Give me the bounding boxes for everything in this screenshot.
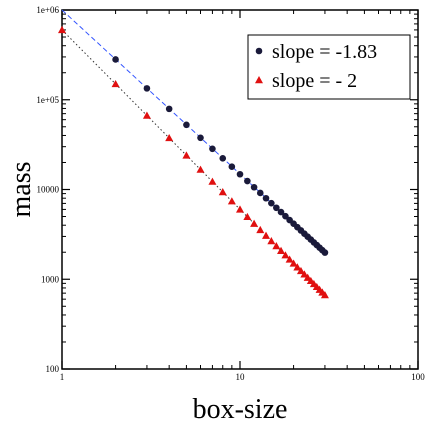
circle-marker [268,199,275,207]
circle-marker [244,177,251,185]
triangle-marker [272,242,281,250]
circle-marker [112,56,119,63]
y-tick-label: 10000 [37,185,60,195]
x-tick-label: 1 [60,372,65,382]
triangle-marker [208,177,217,185]
x-axis-title: box-size [193,394,288,425]
legend-label: slope = - 2 [272,70,357,92]
circle-marker [228,163,236,171]
triangle-marker [227,197,236,205]
x-tick-label: 10 [236,372,246,382]
triangle-marker [267,237,276,245]
triangle-marker [250,219,259,227]
triangle-marker [277,246,286,254]
triangle-marker [236,205,244,213]
legend-box [247,34,411,100]
circle-marker [209,145,216,153]
circle-marker [256,189,264,197]
circle-marker [273,204,280,212]
circle-marker [143,85,151,92]
circle-marker [282,212,289,220]
y-tick-label: 100 [46,364,60,374]
triangle-marker [281,251,290,259]
triangle-marker [218,188,227,196]
y-tick-label: 1e+06 [36,5,59,15]
circle-marker [236,170,244,178]
y-axis-title: mass [6,162,37,218]
circle-marker [321,249,329,256]
triangle-marker [285,255,294,263]
circle-marker [183,121,190,129]
triangle-marker [58,25,66,34]
x-tick-label: 100 [411,372,425,382]
triangle-marker [111,79,120,88]
triangle-marker [243,212,252,221]
triangle-marker [320,291,329,299]
triangle-marker [196,165,205,173]
legend-marker [255,47,263,55]
tick-labels: 1 10 100 100 1000 10000 1e+05 1e+06 [36,5,425,382]
triangle-marker [293,263,302,271]
legend-marker [255,76,263,84]
circle-marker [250,183,258,191]
triangle-marker [142,111,151,119]
circle-marker [277,208,285,216]
circle-marker [262,194,270,202]
triangle-marker [262,231,271,239]
triangle-marker [165,133,174,142]
triangle-marker [300,270,309,278]
data-markers [58,25,329,299]
circle-marker [219,155,227,162]
y-tick-label: 1000 [41,274,60,284]
triangle-marker [256,225,265,234]
legend-label: slope = -1.83 [272,41,377,63]
circle-marker [165,105,173,113]
legend: slope = -1.83 slope = - 2 [247,34,411,100]
triangle-marker [296,266,305,275]
y-tick-label: 1e+05 [36,95,59,105]
tick-marks [61,9,419,370]
circle-marker [197,134,204,142]
triangle-marker [182,151,191,159]
triangle-marker [289,259,298,267]
